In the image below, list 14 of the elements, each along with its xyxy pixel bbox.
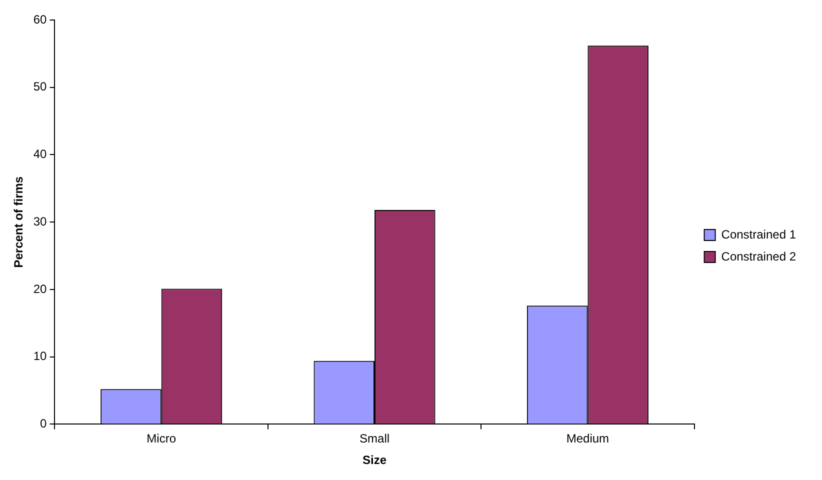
legend-label: Constrained 2: [721, 249, 796, 264]
y-tick-label: 50: [33, 80, 48, 94]
legend-label: Constrained 1: [721, 227, 796, 242]
y-tick-label: 20: [33, 282, 48, 296]
x-tick-label: Micro: [146, 432, 176, 446]
x-tick-label: Medium: [566, 432, 610, 446]
y-tick-label: 60: [33, 12, 48, 26]
x-tick-label: Small: [360, 432, 390, 446]
y-tick-label: 40: [33, 147, 48, 162]
y-axis-title: Percent of firms: [12, 176, 26, 268]
y-tick-label: 30: [33, 214, 48, 228]
y-tick-label: 0: [40, 416, 48, 431]
y-tick-label: 10: [33, 349, 48, 364]
x-axis-title: Size: [362, 453, 387, 468]
